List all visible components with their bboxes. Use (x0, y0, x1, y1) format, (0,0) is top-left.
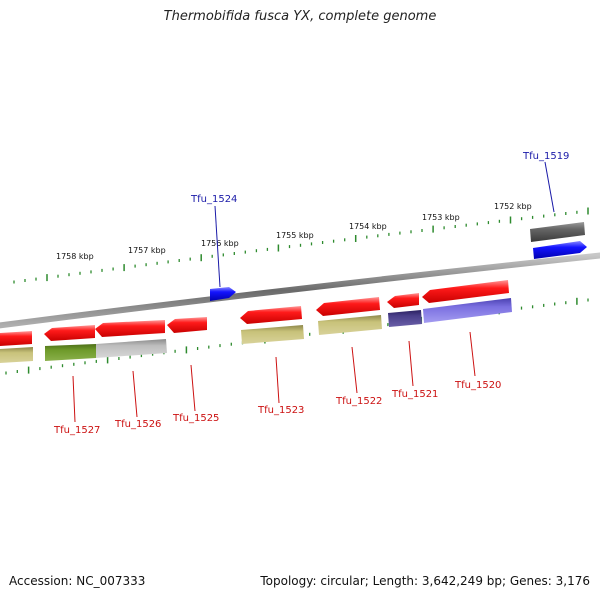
cds-arrow-tfu-1522[interactable] (316, 297, 380, 316)
gene-label-tfu-1519[interactable]: Tfu_1519 (522, 151, 569, 162)
gene-label-tfu-1523[interactable]: Tfu_1523 (257, 405, 304, 416)
genome-backbone (0, 252, 600, 329)
scale-label: 1758 kbp (56, 252, 94, 261)
product-box-tfu-1521[interactable] (388, 310, 422, 327)
leader-tfu-1522 (351, 346, 358, 394)
cds-arrow-tfu-1521[interactable] (387, 293, 419, 308)
map-title: Thermobifida fusca YX, complete genome (163, 9, 437, 24)
cds-arrow-tfu-1527[interactable] (44, 325, 95, 341)
scale-label: 1754 kbp (349, 222, 387, 231)
product-box-tfu-1527[interactable] (45, 344, 96, 361)
accession-text: Accession: NC_007333 (9, 574, 146, 588)
product-box-tfu-1526[interactable] (96, 339, 167, 358)
gene-arrow-tfu-1519-product[interactable] (530, 222, 585, 242)
gene-arrow-tfu-1524[interactable] (210, 287, 236, 301)
product-box[interactable] (0, 347, 33, 363)
cds-arrow-left-edge[interactable] (0, 331, 32, 346)
reverse-product-row (0, 298, 512, 363)
gene-label-tfu-1527[interactable]: Tfu_1527 (53, 425, 100, 436)
cds-arrow-tfu-1523[interactable] (240, 306, 302, 324)
leader-tfu-1523 (275, 356, 280, 404)
gene-label-tfu-1524[interactable]: Tfu_1524 (190, 194, 237, 205)
product-box-tfu-1523[interactable] (241, 325, 304, 344)
gene-label-tfu-1520[interactable]: Tfu_1520 (454, 380, 501, 391)
gene-labels: Tfu_1524 Tfu_1519 Tfu_1527 Tfu_1526 Tfu_… (53, 151, 569, 436)
gene-label-tfu-1522[interactable]: Tfu_1522 (335, 396, 382, 407)
product-box-tfu-1522[interactable] (318, 315, 382, 335)
forward-genes (210, 222, 587, 301)
leader-tfu-1524 (214, 205, 221, 288)
cds-arrow-tfu-1526[interactable] (95, 320, 165, 337)
gene-label-tfu-1525[interactable]: Tfu_1525 (172, 413, 219, 424)
cds-arrow-tfu-1520[interactable] (422, 280, 509, 303)
leader-tfu-1526 (132, 370, 138, 418)
leader-tfu-1519 (544, 161, 555, 213)
gene-arrow-tfu-1519[interactable] (533, 241, 587, 259)
genome-summary-text: Topology: circular; Length: 3,642,249 bp… (260, 574, 590, 588)
gene-label-tfu-1521[interactable]: Tfu_1521 (391, 389, 438, 400)
scale-label: 1753 kbp (422, 213, 460, 222)
forward-scale-track (13, 207, 589, 284)
leader-tfu-1520 (469, 331, 476, 377)
leader-tfu-1527 (72, 375, 76, 423)
leader-tfu-1525 (190, 364, 196, 412)
reverse-cds-row (0, 280, 509, 346)
scale-label: 1757 kbp (128, 246, 166, 255)
scale-label: 1755 kbp (276, 231, 314, 240)
label-leaders (72, 161, 555, 423)
cds-arrow-tfu-1525[interactable] (167, 317, 207, 333)
gene-label-tfu-1526[interactable]: Tfu_1526 (114, 419, 161, 430)
scale-label: 1756 kbp (201, 239, 239, 248)
product-box-tfu-1520[interactable] (423, 298, 512, 323)
scale-label: 1752 kbp (494, 202, 532, 211)
leader-tfu-1521 (408, 340, 414, 387)
